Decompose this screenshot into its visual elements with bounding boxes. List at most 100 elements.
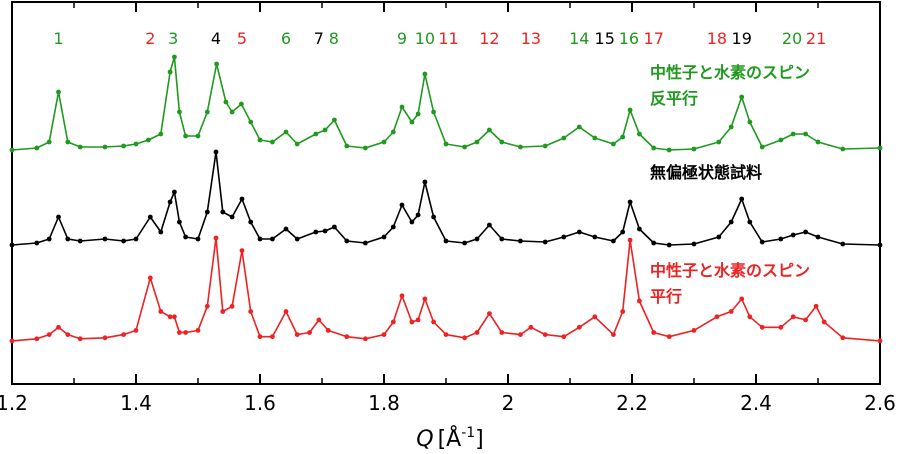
data-point — [627, 199, 633, 205]
peak-label: 14 — [569, 29, 589, 48]
data-point — [815, 139, 821, 145]
data-point — [803, 229, 808, 235]
data-point — [229, 109, 235, 115]
data-point — [183, 330, 189, 335]
data-point — [399, 104, 405, 110]
data-point — [195, 236, 201, 242]
data-point — [691, 146, 697, 152]
data-point — [739, 94, 745, 100]
data-point — [220, 309, 226, 314]
data-point — [34, 240, 40, 246]
data-point — [611, 238, 616, 244]
data-point — [248, 309, 254, 314]
data-point — [499, 236, 505, 242]
data-point — [627, 107, 633, 113]
x-axis-ticks: 1.2 1.4 1.6 1.8 2 2.2 2.4 2.6 — [0, 2, 896, 415]
data-point — [133, 141, 139, 147]
data-point — [172, 314, 177, 320]
data-point — [790, 131, 796, 137]
series-line — [11, 151, 881, 246]
data-point — [561, 135, 567, 141]
peak-label: 5 — [237, 29, 247, 48]
data-point — [248, 219, 254, 225]
data-point — [9, 147, 15, 153]
data-point — [840, 146, 846, 152]
data-point — [561, 334, 567, 340]
data-point — [325, 328, 331, 333]
data-point — [431, 214, 436, 220]
data-point — [790, 232, 796, 238]
data-point — [229, 303, 235, 309]
peak-label: 21 — [806, 29, 826, 48]
data-point — [561, 234, 567, 240]
series-label: 中性子と水素のスピン — [650, 63, 810, 82]
data-point — [167, 314, 173, 320]
data-point — [778, 137, 784, 143]
x-tick-label: 2.2 — [616, 391, 648, 415]
peak-label: 17 — [644, 29, 664, 48]
data-point — [637, 298, 642, 304]
data-point — [381, 234, 387, 240]
data-point — [158, 131, 164, 137]
plot-frame — [11, 1, 881, 385]
data-point — [611, 141, 616, 147]
data-point — [637, 226, 642, 232]
series-black — [9, 149, 883, 248]
peak-label: 20 — [782, 29, 802, 48]
data-point — [443, 238, 449, 244]
data-point — [877, 338, 883, 344]
data-point — [147, 275, 153, 281]
data-point — [344, 238, 350, 244]
data-point — [422, 296, 428, 302]
data-point — [195, 328, 201, 333]
x-tick-label: 1.8 — [368, 391, 400, 415]
data-point — [239, 196, 245, 202]
x-tick-label: 1.2 — [0, 391, 28, 415]
data-point — [431, 319, 436, 325]
data-point — [499, 330, 505, 335]
data-point — [34, 336, 40, 342]
data-point — [213, 235, 219, 241]
data-point — [462, 335, 467, 341]
data-point — [728, 219, 734, 225]
data-point — [283, 129, 289, 135]
data-point — [223, 99, 229, 105]
data-point — [213, 149, 219, 155]
data-point — [316, 317, 322, 323]
data-point — [177, 109, 182, 115]
data-point — [620, 134, 626, 140]
data-point — [177, 219, 182, 225]
data-point — [322, 228, 328, 234]
data-point — [747, 219, 753, 225]
data-point — [739, 296, 745, 302]
data-point — [239, 101, 244, 107]
peak-label: 12 — [479, 29, 499, 48]
data-point — [257, 236, 263, 242]
data-point — [313, 229, 319, 235]
data-point — [283, 309, 289, 314]
data-point — [821, 319, 827, 325]
peak-label: 7 — [314, 29, 324, 48]
peak-label: 10 — [415, 29, 435, 48]
peak-label: 2 — [145, 29, 155, 48]
data-point — [183, 234, 189, 240]
data-point — [133, 328, 139, 333]
x-tick-label: 1.4 — [120, 391, 152, 415]
data-point — [739, 196, 745, 202]
data-point — [518, 332, 523, 337]
data-point — [443, 141, 449, 147]
data-point — [195, 133, 201, 139]
data-point — [487, 222, 492, 228]
data-point — [542, 332, 548, 337]
data-point — [390, 224, 396, 230]
data-point — [415, 212, 421, 218]
data-point — [77, 238, 83, 244]
data-point — [363, 145, 368, 151]
x-tick-label: 2 — [502, 391, 515, 415]
data-point — [390, 129, 396, 135]
peak-label: 15 — [595, 29, 615, 48]
data-point — [716, 139, 722, 145]
data-point — [542, 239, 548, 245]
data-point — [102, 335, 108, 341]
